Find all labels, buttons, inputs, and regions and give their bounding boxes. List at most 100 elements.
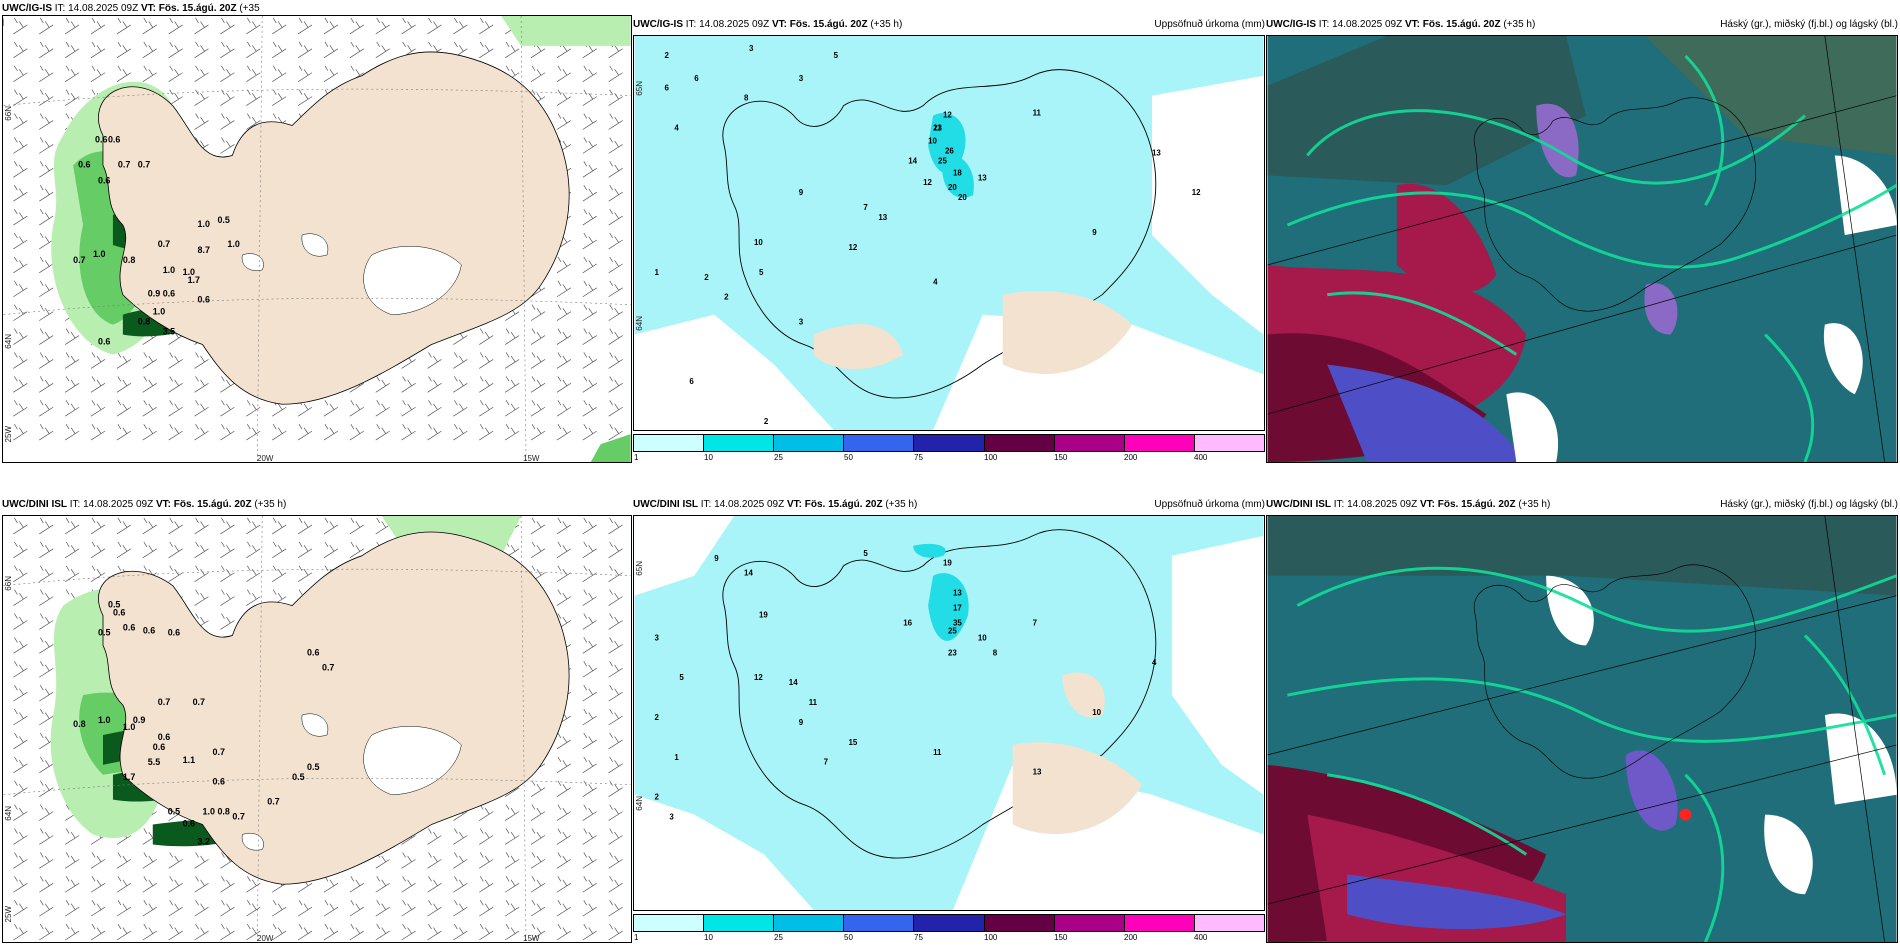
field-title: Uppsöfnuð úrkoma (mm) <box>1154 19 1265 30</box>
vt-label: VT: <box>771 19 787 30</box>
axis-label-66n: 66N <box>4 576 13 591</box>
field-title: Háský (gr.), miðský (fj.bl.) og lágský (… <box>1720 19 1898 30</box>
value-label: 12 <box>943 111 952 120</box>
map-wind-precip: 0.50.60.5 0.6 0.6 0.60.60.70.8 1.0 0.90.71.00… <box>3 516 631 942</box>
axis-label-65n: 65N <box>635 561 644 576</box>
value-label: 0.7 <box>212 747 224 757</box>
vt-value: Fös. 15.ágú. 20Z <box>158 3 237 14</box>
value-label: 0.8 <box>138 317 150 327</box>
value-label: 11 <box>809 698 818 707</box>
axis-label-15w: 15W <box>523 934 540 943</box>
it-label: IT: <box>69 499 81 510</box>
value-label: 8 <box>744 94 749 103</box>
value-label: 20 <box>958 193 967 202</box>
it-label: IT: <box>54 3 66 14</box>
value-label: 0.7 <box>118 159 130 169</box>
value-label: 11 <box>933 748 942 757</box>
value-label: 15 <box>849 738 858 747</box>
value-label: 1.0 <box>163 265 175 275</box>
value-label: 20 <box>948 183 957 192</box>
panel-bottom-left: UWC/DINI ISL IT: 14.08.2025 09Z VT: Fös.… <box>2 499 632 943</box>
value-label: 9 <box>1092 228 1097 237</box>
colorbar-label: 1 <box>634 453 639 462</box>
value-label: 2 <box>664 51 669 60</box>
axis-label-15w: 15W <box>523 454 540 463</box>
panel-bottom-middle: UWC/DINI ISL IT: 14.08.2025 09Z VT: Fös.… <box>633 499 1265 943</box>
value-label: 0.7 <box>73 255 85 265</box>
it-label: IT: <box>685 19 697 30</box>
value-label: 0.6 <box>158 732 170 742</box>
value-label: 13 <box>1152 148 1161 157</box>
value-label: 0.6 <box>153 742 165 752</box>
value-label: 0.7 <box>322 662 334 672</box>
map-wind-precip: 0.60.60.60.7 0.70.61.0 0.50.71.00.71.00.60… <box>3 16 631 462</box>
map-frame <box>1266 35 1898 463</box>
colorbar-swatch <box>914 435 985 451</box>
colorbar-label: 50 <box>844 933 853 942</box>
value-label: 0.6 <box>183 819 195 829</box>
value-label: 1.7 <box>123 772 135 782</box>
value-label: 6 <box>694 74 699 83</box>
value-label: 0.6 <box>98 337 110 347</box>
colorbar-labels: 1 10 25 50 75 100 150 200 400 <box>633 453 1265 463</box>
value-label: 1.0 <box>203 807 215 817</box>
value-label: 12 <box>923 178 932 187</box>
value-label: 0.6 <box>143 625 155 635</box>
colorbar-swatch <box>1124 435 1195 451</box>
map-frame <box>1266 515 1898 943</box>
value-label: 14 <box>908 156 917 165</box>
colorbar-label: 150 <box>1054 453 1068 462</box>
value-label: 0.6 <box>123 622 135 632</box>
value-label: 12 <box>1192 188 1201 197</box>
colorbar-swatch <box>1194 435 1264 451</box>
colorbar-label: 100 <box>984 453 998 462</box>
panel-top-right: UWC/IG-IS IT: 14.08.2025 09Z VT: Fös. 15… <box>1266 19 1898 463</box>
it-value: 14.08.2025 09Z <box>68 3 139 14</box>
it-value: 14.08.2025 09Z <box>699 19 770 30</box>
graticule <box>3 16 631 462</box>
panel-top-middle: UWC/IG-IS IT: 14.08.2025 09Z VT: Fös. 15… <box>633 19 1265 463</box>
panel-bottom-right: UWC/DINI ISL IT: 14.08.2025 09Z VT: Fös.… <box>1266 499 1898 943</box>
value-label: 0.6 <box>212 777 224 787</box>
colorbar-swatch <box>634 915 705 931</box>
value-label: 3 <box>799 318 804 327</box>
map-clouds <box>1267 516 1897 942</box>
value-label: 26 <box>945 146 954 155</box>
value-label: 7 <box>824 758 829 767</box>
axis-label-20w: 20W <box>257 934 274 943</box>
lead-time: (+35 <box>239 3 260 14</box>
value-label: 14 <box>789 678 798 687</box>
axis-label-64n: 64N <box>4 806 13 821</box>
value-label: 0.5 <box>168 807 180 817</box>
axis-label-25w: 25W <box>4 906 13 923</box>
value-label: 0.9 <box>133 715 145 725</box>
colorbar-swatch <box>984 435 1055 451</box>
map-frame: 0.6 0.6 0.6 0.7 0.7 0.6 1.0 0.5 0.7 1.0 0.7 1.0 0.6 0… <box>2 15 632 463</box>
value-label: 2 <box>654 713 659 722</box>
lead-time: (+35 h) <box>1503 19 1536 30</box>
axis-label-64n: 64N <box>635 796 644 811</box>
value-label: 11 <box>1033 109 1042 118</box>
value-label: 7 <box>1033 618 1038 627</box>
colorbar-label: 75 <box>914 933 923 942</box>
value-label: 1.0 <box>198 219 210 229</box>
value-label: 3.2 <box>198 836 210 846</box>
product-name: UWC/IG-IS <box>1266 19 1316 30</box>
it-value: 14.08.2025 09Z <box>1347 499 1418 510</box>
value-label: 13 <box>878 213 887 222</box>
value-label: 1.0 <box>153 307 165 317</box>
colorbar-label: 200 <box>1124 933 1138 942</box>
value-label: 1 <box>674 753 679 762</box>
map-frame: 2 6 6 3 5 3 4 8 12 11 10 23 26 25 18 20 20 14 12 13 9 7 13 10 12… <box>633 35 1265 431</box>
product-name: UWC/DINI ISL <box>1266 499 1331 510</box>
axis-label-20w: 20W <box>257 454 274 463</box>
map-clouds <box>1267 36 1897 462</box>
value-label: 13 <box>978 173 987 182</box>
field-title: Uppsöfnuð úrkoma (mm) <box>1154 499 1265 510</box>
map-frame: 0.5 0.6 0.5 0.6 0.6 0.6 0.6 0.7 0.8 1.0 0.9 0.7 1.0 0… <box>2 515 632 943</box>
vt-label: VT: <box>786 499 802 510</box>
panel-header: UWC/IG-IS IT: 14.08.2025 09Z VT: Fös. 15… <box>633 17 1265 33</box>
value-label: 0.6 <box>113 608 125 618</box>
axis-label-66n: 66N <box>4 106 13 121</box>
value-label: 0.7 <box>193 697 205 707</box>
